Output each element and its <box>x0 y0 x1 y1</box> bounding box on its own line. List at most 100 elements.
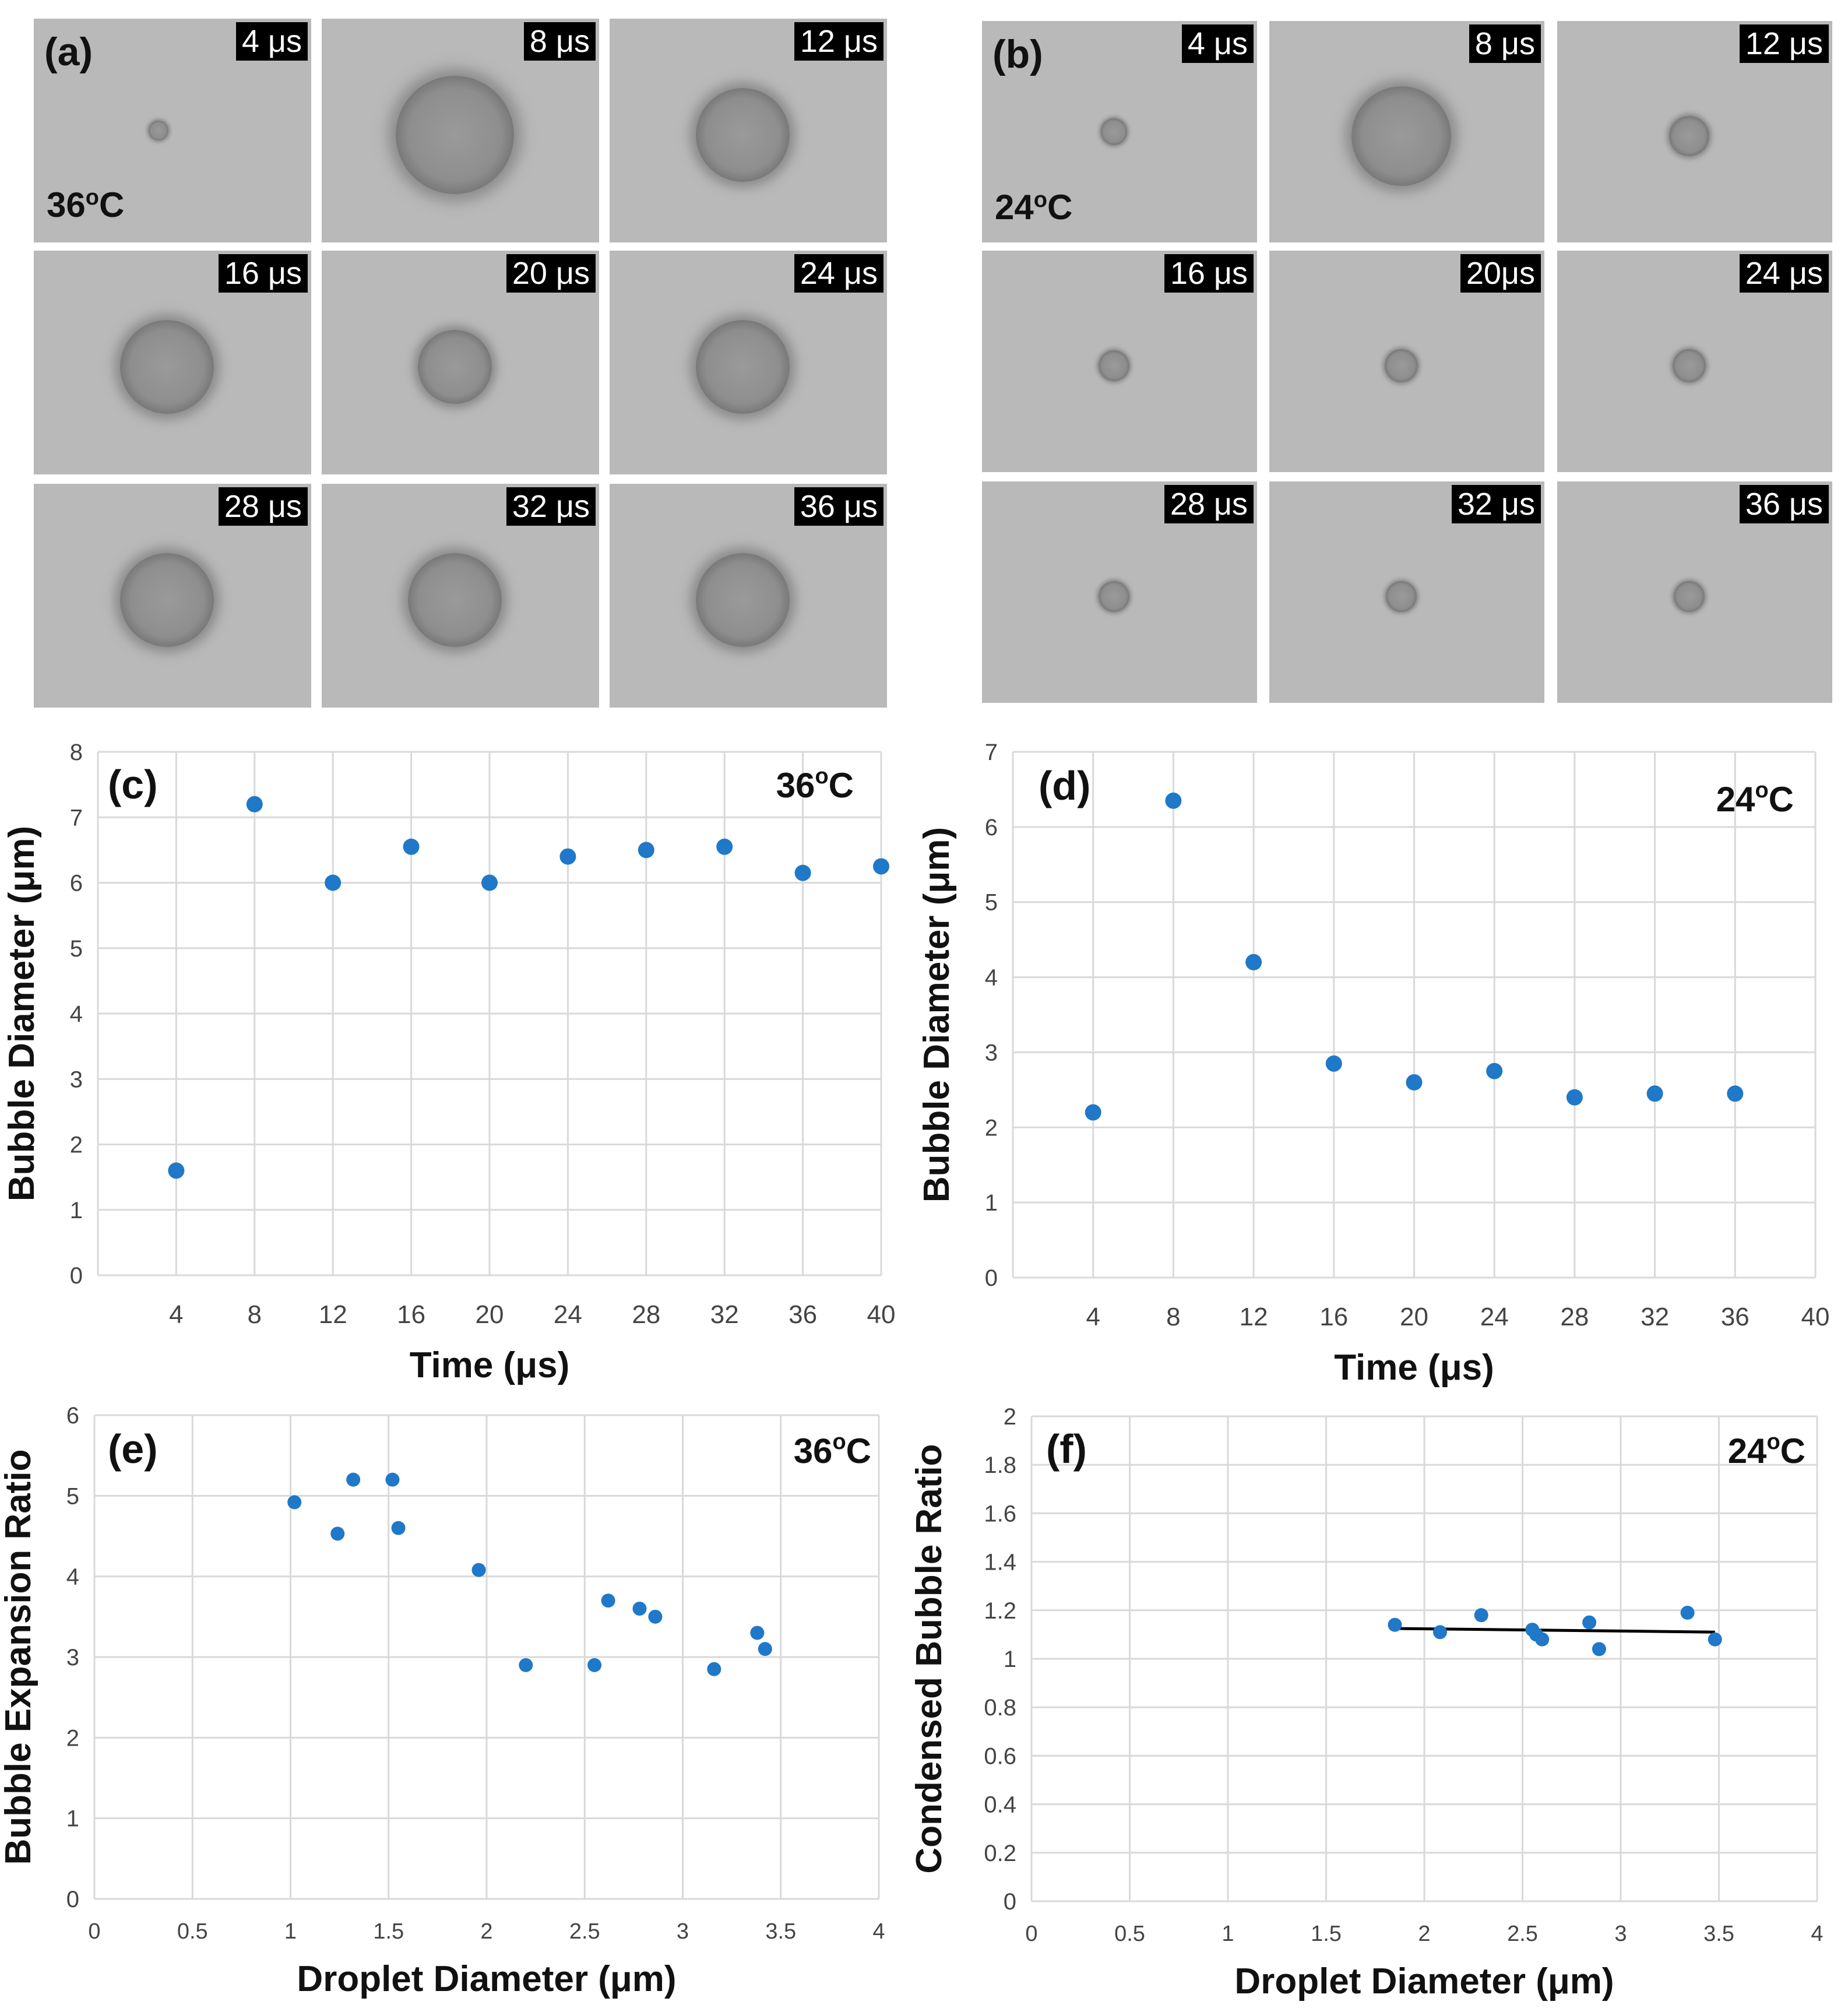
data-point <box>601 1594 615 1608</box>
frame-time-label: 24 μs <box>794 254 883 293</box>
bubble-image <box>1385 581 1417 613</box>
micrograph-frame: 4 μs <box>34 19 311 242</box>
y-tick-label: 0.4 <box>984 1792 1016 1818</box>
x-tick-label: 20 <box>476 1300 504 1329</box>
y-axis-label: Bubble Diameter (μm) <box>917 827 957 1202</box>
x-tick-label: 8 <box>1166 1303 1180 1331</box>
frame-time-label: 4 μs <box>1181 24 1254 63</box>
data-point <box>385 1472 400 1487</box>
x-tick-label: 32 <box>710 1300 739 1329</box>
frame-time-label: 16 μs <box>218 254 308 293</box>
y-tick-label: 0 <box>66 1887 79 1912</box>
data-point <box>1680 1605 1695 1620</box>
bubble-image <box>695 88 790 182</box>
data-point <box>873 858 889 875</box>
annotation-unit: C <box>1769 780 1794 819</box>
annotation-degree: o <box>1755 778 1768 803</box>
temperature-annotation: 36oC <box>776 764 854 805</box>
bubble-image <box>1673 581 1705 613</box>
annotation-number: 24 <box>1728 1431 1767 1471</box>
data-point <box>716 838 733 855</box>
data-point <box>168 1162 185 1179</box>
bubble-image <box>1669 116 1709 156</box>
data-point <box>1727 1085 1744 1102</box>
micrograph-frame: 24 μs <box>610 251 887 474</box>
y-tick-label: 2 <box>70 1132 83 1158</box>
panel-letter: (d) <box>1039 763 1090 808</box>
micrograph-frame: 8 μs <box>322 19 599 242</box>
x-tick-label: 1 <box>1222 1922 1234 1946</box>
micrograph-frame: 24 μs <box>1557 251 1832 472</box>
data-point <box>391 1521 406 1535</box>
x-tick-label: 3 <box>1614 1922 1627 1946</box>
x-tick-label: 32 <box>1641 1303 1669 1331</box>
bubble-image <box>148 120 169 141</box>
bubble-image <box>119 553 214 648</box>
y-tick-label: 3 <box>70 1067 83 1092</box>
data-point <box>1566 1089 1583 1106</box>
temperature-annotation: 36oC <box>794 1430 871 1471</box>
y-tick-label: 5 <box>985 890 998 916</box>
annotation-number: 36 <box>776 766 815 805</box>
bubble-image <box>1673 349 1706 383</box>
annotation-unit: C <box>1780 1431 1805 1471</box>
data-point <box>1646 1085 1663 1102</box>
bubble-image <box>695 320 790 414</box>
frame-time-label: 12 μs <box>1739 24 1829 63</box>
y-tick-label: 4 <box>70 1001 83 1027</box>
frame-time-label: 20 μs <box>506 254 596 293</box>
micrograph-frame: 4 μs <box>982 21 1257 242</box>
temperature-unit: oC <box>85 185 125 224</box>
annotation-degree: o <box>832 1430 846 1454</box>
y-tick-label: 0 <box>1004 1889 1016 1915</box>
micrograph-frame: 12 μs <box>610 19 887 242</box>
trendline <box>1395 1627 1715 1634</box>
panel-letter: (a) <box>44 30 93 74</box>
y-tick-label: 0.8 <box>984 1695 1016 1721</box>
x-tick-label: 40 <box>1801 1303 1830 1331</box>
y-tick-label: 0.2 <box>984 1841 1016 1866</box>
y-tick-label: 1.4 <box>984 1550 1016 1575</box>
temperature-label: 36oC <box>47 185 124 225</box>
temperature-value: 24 <box>995 188 1034 227</box>
data-point <box>1165 792 1182 809</box>
data-point <box>1708 1632 1722 1647</box>
frame-time-label: 24 μs <box>1739 254 1829 293</box>
data-point <box>638 842 654 859</box>
y-tick-label: 0 <box>70 1263 83 1289</box>
micrograph-frame: 36 μs <box>610 484 887 708</box>
micrograph-frame: 16 μs <box>982 251 1257 472</box>
x-tick-label: 4 <box>1811 1922 1823 1946</box>
annotation-number: 36 <box>794 1431 833 1471</box>
frame-time-label: 32 μs <box>1451 485 1541 523</box>
bubble-image <box>407 553 502 648</box>
micrograph-frame: 8 μs <box>1269 21 1544 242</box>
annotation-degree: o <box>815 764 828 789</box>
panel-letter: (b) <box>992 32 1043 76</box>
y-tick-label: 7 <box>985 740 998 765</box>
data-point <box>648 1609 663 1624</box>
bubble-image <box>395 75 515 195</box>
y-axis-label: Bubble Expansion Ratio <box>0 1449 38 1865</box>
x-tick-label: 24 <box>1480 1303 1509 1331</box>
y-tick-label: 1 <box>70 1198 83 1223</box>
x-tick-label: 16 <box>1319 1303 1348 1331</box>
y-tick-label: 2 <box>1004 1404 1016 1430</box>
data-point <box>1486 1063 1503 1079</box>
x-tick-label: 12 <box>319 1300 347 1329</box>
panel-letter: (c) <box>108 762 158 807</box>
temperature-label: 24oC <box>995 187 1072 227</box>
x-tick-label: 4 <box>169 1300 183 1329</box>
x-tick-label: 4 <box>1086 1303 1100 1331</box>
micrograph-frame: 20 μs <box>322 251 599 474</box>
x-tick-label: 40 <box>867 1300 896 1329</box>
data-point <box>1388 1617 1402 1632</box>
frame-time-label: 4 μs <box>235 22 308 61</box>
data-point <box>287 1495 302 1510</box>
micrograph-frame: 36 μs <box>1557 481 1832 703</box>
panel-letter: (e) <box>108 1426 158 1472</box>
y-tick-label: 1 <box>985 1190 998 1216</box>
bubble-image <box>1351 86 1452 187</box>
frame-time-label: 12 μs <box>794 22 883 61</box>
chart-f: 0 0.2 0.4 0.6 0.8 1 1.2 1.4 1.6 1.8 2 0 0.5 1 1.5 2 2.5 3… <box>909 1404 1824 2002</box>
